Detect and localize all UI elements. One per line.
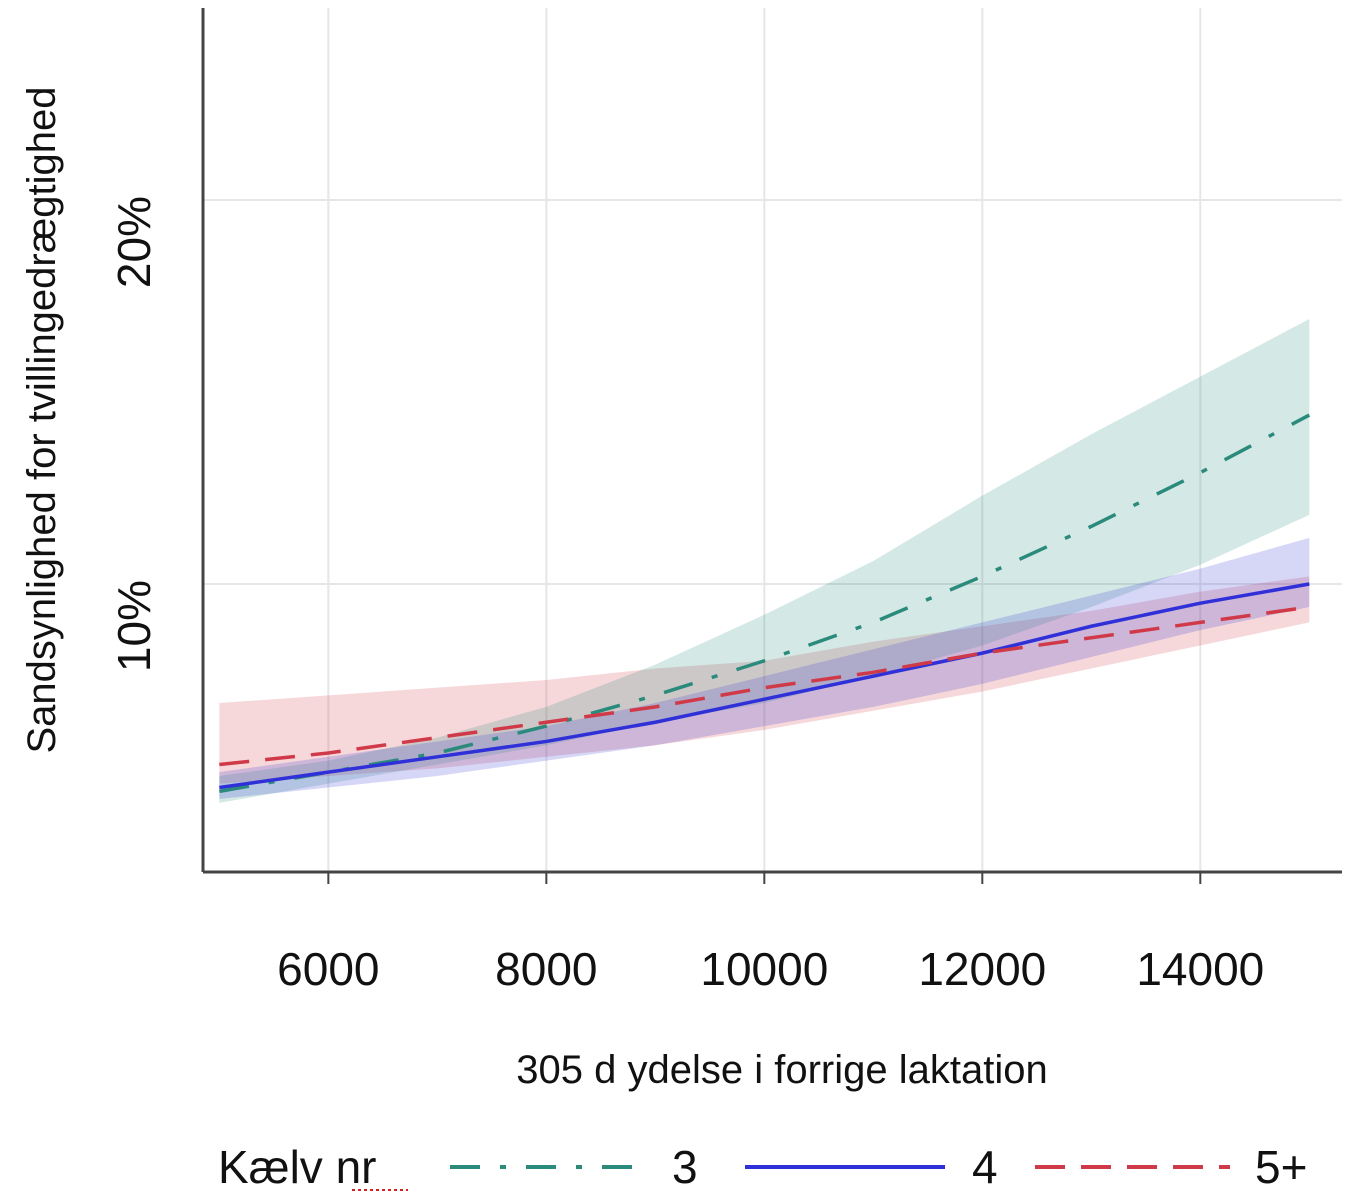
legend-label-3: 3 [672, 1141, 698, 1193]
legend: Kælv nr 3 4 5+ [218, 1141, 1307, 1193]
legend-label-5+: 5+ [1255, 1141, 1307, 1193]
x-axis-title: 305 d ydelse i forrige laktation [516, 1048, 1047, 1092]
legend-title: Kælv nr [218, 1141, 376, 1193]
x-tick-label: 6000 [277, 943, 379, 995]
y-tick-label: 20% [108, 196, 160, 288]
y-axis-title: Sandsynlighed for tvillingedrægtighed [20, 86, 64, 753]
confidence-band-5+ [219, 576, 1310, 784]
confidence-bands [219, 319, 1310, 803]
series-line-3 [219, 413, 1311, 794]
y-axis-ticks: 10% 20% [108, 196, 160, 672]
x-tick-label: 10000 [700, 943, 828, 995]
x-tick-label: 8000 [495, 943, 597, 995]
x-tick-label: 12000 [918, 943, 1046, 995]
series-line-4 [219, 582, 1310, 790]
confidence-band-3 [219, 319, 1310, 803]
confidence-band-4 [219, 537, 1310, 800]
y-tick-label: 10% [108, 580, 160, 672]
grid [203, 8, 1342, 872]
x-axis-ticks: 6000 8000 10000 12000 14000 [277, 872, 1264, 995]
series-lines [219, 413, 1311, 794]
x-tick-label: 14000 [1136, 943, 1264, 995]
legend-label-4: 4 [972, 1141, 998, 1193]
